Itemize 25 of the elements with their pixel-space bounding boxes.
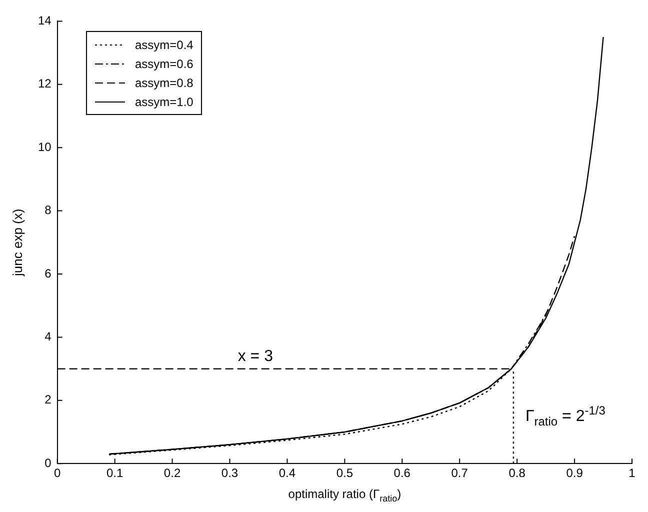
x-tick-label: 0.1 <box>106 466 124 480</box>
x-tick-label: 0.5 <box>336 466 354 480</box>
x-tick-label: 0.7 <box>451 466 468 480</box>
y-tick-label: 10 <box>38 140 52 154</box>
x-tick-label: 0.4 <box>278 466 296 480</box>
x-tick-label: 0.2 <box>164 466 181 480</box>
y-tick-label: 2 <box>44 392 52 407</box>
legend-label: assym=1.0 <box>135 94 194 108</box>
y-tick-label: 4 <box>44 330 52 344</box>
y-tick-label: 14 <box>38 14 52 28</box>
y-tick-label: 12 <box>38 76 52 91</box>
x-tick-label: 0.8 <box>508 466 526 480</box>
x-tick-label: 1 <box>628 466 636 480</box>
y-axis-title: junc exp (x) <box>10 208 25 277</box>
y-tick-label: 6 <box>44 266 52 280</box>
annotation: x = 3 <box>238 348 274 365</box>
legend-label: assym=0.4 <box>135 38 194 52</box>
x-tick-label: 0 <box>54 466 62 480</box>
y-tick-label: 0 <box>44 456 52 470</box>
x-tick-label: 0.9 <box>566 466 584 480</box>
legend-label: assym=0.6 <box>135 56 194 70</box>
y-tick-label: 8 <box>44 203 52 218</box>
legend-label: assym=0.8 <box>135 76 194 90</box>
x-tick-label: 0.6 <box>394 466 411 480</box>
x-tick-label: 0.3 <box>221 466 238 480</box>
